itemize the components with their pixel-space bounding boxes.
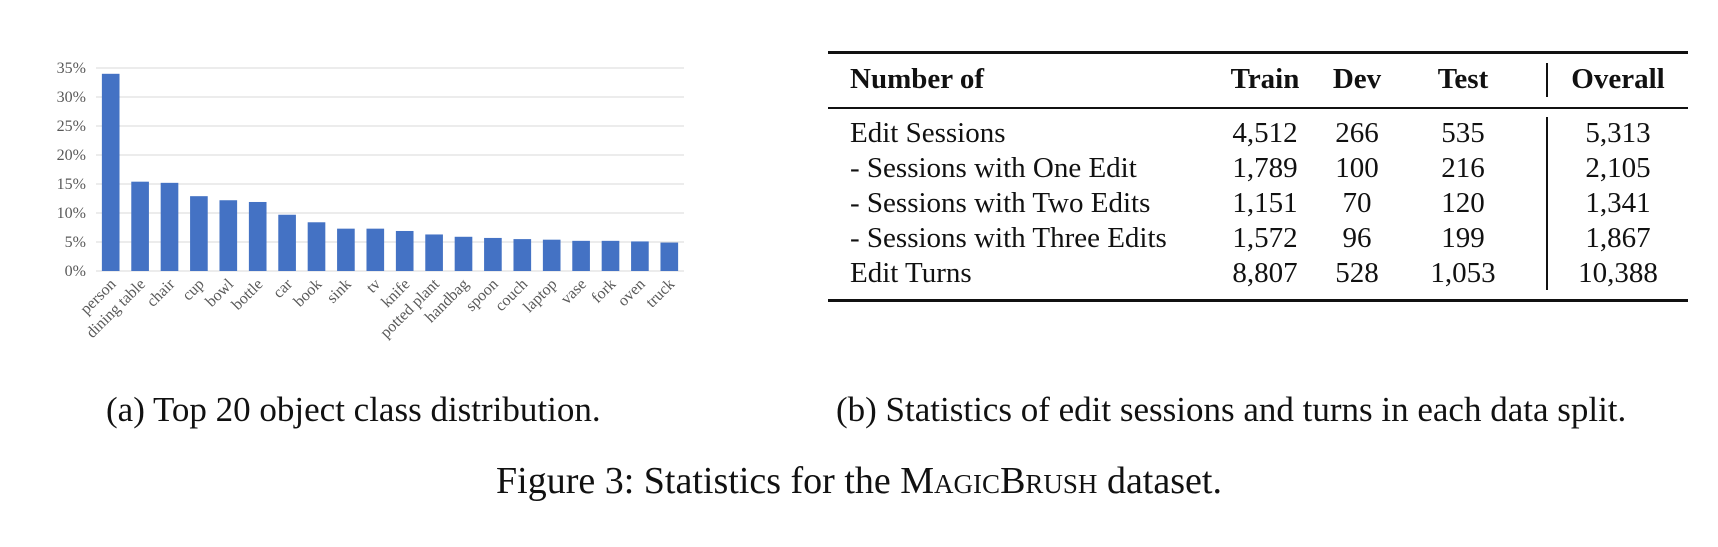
train-value: 8,807	[1232, 257, 1298, 289]
bar	[160, 182, 179, 271]
bar	[395, 230, 414, 271]
bar	[513, 239, 532, 271]
dev-value: 96	[1342, 222, 1372, 254]
table-column-separator	[1546, 117, 1548, 290]
row-label: Edit Sessions	[850, 117, 1006, 149]
x-tick-label: book	[291, 276, 326, 311]
header-overall: Overall	[1571, 63, 1665, 95]
y-tick-label: 25%	[57, 118, 86, 135]
figure-caption: Figure 3: Statistics for the MagicBrush …	[0, 459, 1718, 503]
bar	[248, 201, 267, 271]
overall-value: 10,388	[1578, 257, 1658, 289]
test-value: 1,053	[1430, 257, 1496, 289]
table-top-rule	[828, 51, 1688, 54]
x-tick-label: bottle	[229, 276, 267, 314]
figure-caption-suffix: dataset.	[1097, 460, 1222, 502]
y-tick-label: 20%	[57, 147, 86, 164]
y-tick-label: 30%	[57, 89, 86, 106]
dev-value: 100	[1335, 152, 1379, 184]
header-dev: Dev	[1332, 63, 1382, 95]
bar	[366, 228, 385, 271]
bar	[601, 240, 620, 271]
overall-value: 1,341	[1585, 187, 1651, 219]
x-tick-label: vase	[558, 276, 590, 308]
y-tick-label: 35%	[57, 60, 86, 77]
train-value: 4,512	[1232, 117, 1298, 149]
dataset-name-part1: Magic	[900, 460, 1001, 502]
test-value: 535	[1441, 117, 1485, 149]
table-header-rule	[828, 107, 1688, 109]
table-bottom-rule	[828, 299, 1688, 302]
bar	[190, 196, 208, 271]
caption-a: (a) Top 20 object class distribution.	[106, 390, 601, 429]
x-tick-label: fork	[588, 276, 619, 307]
x-tick-label: chair	[144, 275, 179, 310]
row-label: - Sessions with Two Edits	[850, 187, 1151, 219]
overall-value: 1,867	[1585, 222, 1651, 254]
x-tick-label: tv	[363, 276, 384, 297]
header-train: Train	[1230, 63, 1300, 95]
dataset-name-part2: Brush	[1000, 460, 1098, 502]
y-tick-label: 10%	[57, 205, 86, 222]
header-test: Test	[1437, 63, 1489, 95]
y-tick-label: 0%	[65, 263, 86, 280]
bar	[307, 222, 326, 271]
row-label: - Sessions with Three Edits	[850, 222, 1167, 254]
bar	[631, 241, 649, 271]
row-label: Edit Turns	[850, 257, 972, 289]
x-tick-label: oven	[615, 276, 649, 310]
bar	[219, 200, 238, 271]
table-column-separator	[1546, 63, 1548, 97]
test-value: 199	[1441, 222, 1485, 254]
bar	[101, 73, 120, 271]
bar	[454, 236, 473, 271]
caption-b: (b) Statistics of edit sessions and turn…	[836, 390, 1627, 429]
test-value: 120	[1441, 187, 1485, 219]
bar	[131, 181, 149, 271]
bar	[425, 234, 443, 271]
y-tick-label: 5%	[65, 234, 86, 251]
train-value: 1,789	[1232, 152, 1298, 184]
x-tick-label: sink	[324, 276, 355, 307]
header-number-of: Number of	[850, 63, 984, 95]
test-value: 216	[1441, 152, 1485, 184]
dev-value: 528	[1335, 257, 1379, 289]
figure-caption-prefix: Figure 3: Statistics for the	[496, 460, 901, 502]
bar	[542, 239, 561, 271]
bar	[337, 228, 355, 271]
x-tick-label: spoon	[463, 276, 502, 315]
overall-value: 2,105	[1585, 152, 1651, 184]
bar	[278, 214, 296, 271]
dev-value: 266	[1335, 117, 1379, 149]
bar	[484, 237, 502, 271]
bar	[660, 242, 679, 271]
overall-value: 5,313	[1585, 117, 1651, 149]
bar	[572, 240, 590, 271]
train-value: 1,572	[1232, 222, 1298, 254]
x-tick-label: truck	[643, 276, 678, 311]
dev-value: 70	[1342, 187, 1372, 219]
y-tick-label: 15%	[57, 176, 86, 193]
train-value: 1,151	[1232, 187, 1298, 219]
x-tick-label: laptop	[520, 276, 560, 316]
row-label: - Sessions with One Edit	[850, 152, 1137, 184]
